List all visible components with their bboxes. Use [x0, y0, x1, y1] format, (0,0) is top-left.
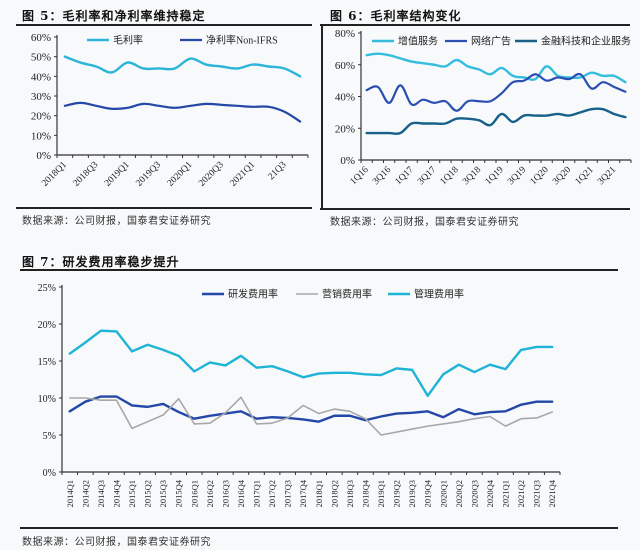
fig7-x-tick-label: 2019Q1 [376, 480, 386, 507]
fig6-y-tick-label: 20% [335, 123, 355, 135]
fig7-x-tick-label: 2018Q1 [314, 480, 324, 507]
fig7-x-tick-label: 2019Q4 [423, 479, 433, 507]
fig7-title: 图 7：研发费用率稳步提升 [22, 255, 180, 269]
fig6-bottom-rule [320, 208, 630, 210]
fig5-legend-label: 净利率Non-IFRS [206, 34, 278, 47]
fig5-y-tick-label: 40% [31, 71, 51, 83]
fig7-legend-label: 管理费用率 [414, 288, 464, 301]
fig6-legend-label: 增值服务 [398, 35, 438, 48]
fig7-x-tick-label: 2021Q3 [532, 480, 542, 507]
fig7-y-tick-label: 10% [38, 394, 56, 405]
fig7-x-tick-label: 2014Q4 [111, 479, 121, 507]
fig7-x-tick-label: 2015Q4 [174, 479, 184, 507]
fig6-source: 数据来源：公司财报，国泰君安证券研究 [330, 217, 519, 228]
fig7-y-tick-label: 5% [43, 431, 56, 442]
fig5-y-tick-label: 50% [31, 52, 51, 64]
fig7-x-tick-label: 2017Q1 [252, 480, 262, 507]
fig5-title: 图 5：毛利率和净利率维持稳定 [22, 9, 206, 23]
fig6-left-rule [321, 24, 323, 210]
fig7-top-rule [20, 269, 618, 271]
fig7-series-line-2 [68, 329, 554, 397]
fig7-y-tick-label: 20% [38, 320, 56, 331]
fig7-x-tick-label: 2020Q3 [469, 480, 479, 507]
fig7-x-tick-label: 2018Q4 [360, 479, 370, 507]
fig7-x-tick-label: 2017Q2 [267, 480, 277, 507]
fig5-y-tick-label: 20% [31, 111, 51, 123]
fig6-series-line-2 [365, 107, 627, 135]
fig5-y-tick-label: 30% [31, 91, 51, 103]
fig6-y-tick-label: 40% [335, 92, 355, 104]
fig7-x-tick-label: 2020Q4 [485, 479, 495, 507]
fig6-legend-label: 网络广告 [471, 35, 511, 48]
fig7-x-tick-label: 2014Q3 [96, 480, 106, 507]
fig5-series-line-1 [63, 101, 302, 123]
fig6-top-rule [320, 24, 630, 26]
fig6-series-line-1 [365, 72, 627, 112]
fig7-x-tick-label: 2016Q4 [236, 479, 246, 507]
fig7-x-tick-label: 2016Q2 [205, 480, 215, 507]
fig5-top-rule [16, 24, 312, 26]
fig6-y-tick-label: 60% [335, 60, 355, 72]
fig6-title: 图 6：毛利率结构变化 [330, 9, 462, 23]
fig7-x-tick-label: 2014Q2 [80, 480, 90, 507]
fig5-source: 数据来源：公司财报，国泰君安证券研究 [22, 216, 211, 227]
fig7-x-tick-label: 2020Q2 [454, 480, 464, 507]
fig7-legend-label: 营销费用率 [322, 288, 372, 301]
fig7-x-tick-label: 2020Q1 [438, 480, 448, 507]
fig7-x-tick-label: 2019Q2 [392, 480, 402, 507]
fig7-y-tick-label: 0% [43, 468, 56, 479]
fig7-x-tick-label: 2018Q2 [329, 480, 339, 507]
fig7-x-tick-label: 2015Q2 [143, 480, 153, 507]
fig5-y-tick-label: 0% [36, 150, 51, 162]
fig5-y-tick-label: 10% [31, 130, 51, 142]
fig7-x-tick-label: 2015Q1 [127, 480, 137, 507]
fig7-y-tick-label: 25% [38, 283, 56, 294]
fig6-y-tick-label: 80% [335, 28, 355, 40]
fig6-series-line-0 [365, 52, 627, 84]
fig7-x-tick-label: 2017Q4 [298, 479, 308, 507]
fig5-legend-label: 毛利率 [113, 34, 143, 47]
fig7-series-line-1 [68, 396, 554, 436]
fig7-x-tick-label: 2019Q3 [407, 480, 417, 507]
fig7-source: 数据来源：公司财报，国泰君安证券研究 [22, 537, 211, 548]
fig7-x-tick-label: 2021Q4 [547, 479, 557, 507]
fig7-bottom-rule [20, 527, 618, 529]
fig7-x-tick-label: 2015Q3 [158, 480, 168, 507]
fig7-legend-label: 研发费用率 [228, 288, 278, 301]
fig5-series-line-0 [63, 55, 302, 78]
fig7-x-tick-label: 2016Q3 [220, 480, 230, 507]
fig6-y-tick-label: 0% [340, 155, 355, 167]
fig7-x-tick-label: 2021Q1 [501, 480, 511, 507]
fig7-x-tick-label: 2018Q3 [345, 480, 355, 507]
fig5-y-tick-label: 60% [31, 32, 51, 44]
fig7-x-tick-label: 2016Q1 [189, 480, 199, 507]
fig7-x-tick-label: 2017Q3 [283, 480, 293, 507]
fig5-bottom-rule [16, 207, 312, 209]
fig7-x-tick-label: 2014Q1 [65, 480, 75, 507]
fig7-y-tick-label: 15% [38, 357, 56, 368]
fig7-x-tick-label: 2021Q2 [516, 480, 526, 507]
fig6-legend-label: 金融科技和企业服务 [541, 35, 631, 48]
fig7-series-line-0 [68, 395, 554, 423]
